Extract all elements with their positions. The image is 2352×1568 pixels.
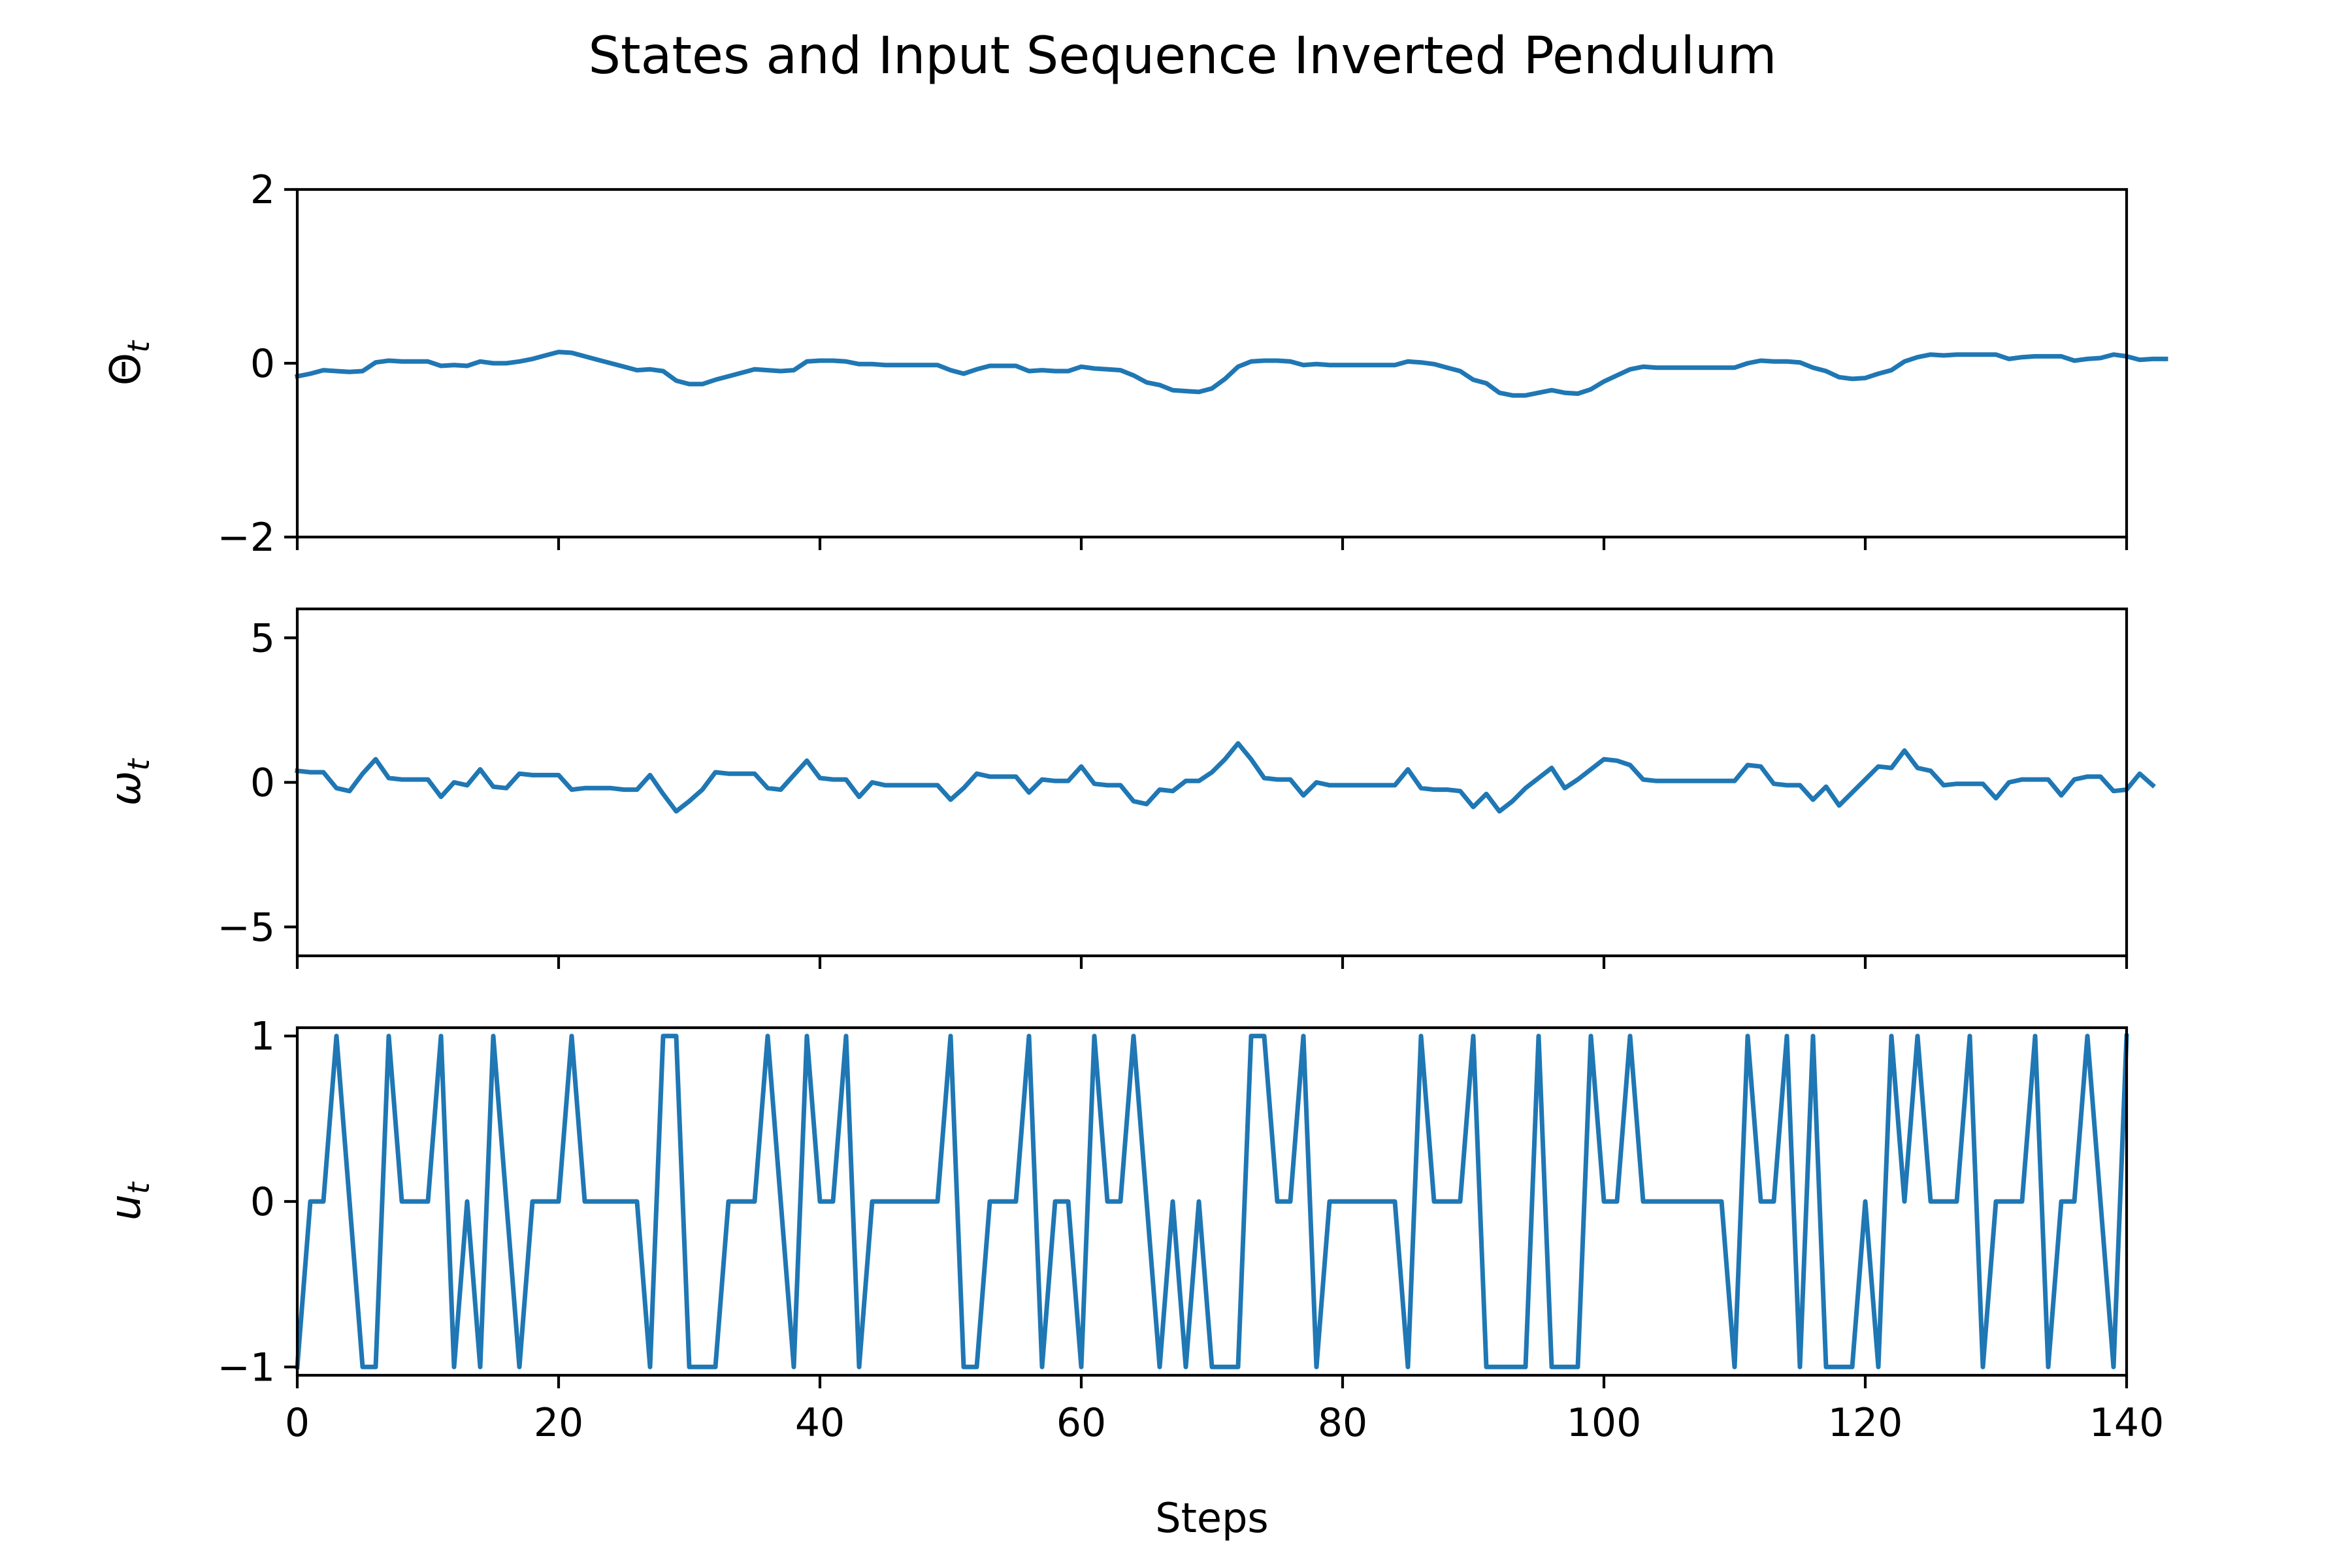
y-tick-label-omega: −5	[218, 905, 275, 951]
y-tick-label-input: −1	[218, 1345, 275, 1390]
x-axis-label: Steps	[1155, 1494, 1268, 1542]
series-line-omega	[295, 741, 2156, 814]
y-axis-label-subscript: t	[121, 758, 156, 771]
y-tick-label-input: 0	[250, 1179, 275, 1225]
series-line-input	[295, 1034, 2129, 1370]
y-tick-label-theta: 2	[250, 167, 275, 213]
x-tick-label: 60	[1056, 1400, 1106, 1446]
x-tick-label: 100	[1567, 1400, 1642, 1446]
y-axis-label-omega: ωt	[102, 758, 156, 806]
axes-frame-omega	[295, 607, 2129, 958]
y-axis-label-subscript: t	[121, 340, 156, 353]
x-tick-label: 80	[1318, 1400, 1367, 1446]
x-tick-label: 120	[1828, 1400, 1903, 1446]
series-line-theta	[294, 350, 2168, 398]
subplot-theta: 2 0 −2 Θt	[102, 167, 2168, 561]
y-tick-label-input: 1	[250, 1014, 275, 1060]
chart-title: States and Input Sequence Inverted Pendu…	[589, 27, 1777, 86]
y-axis-label-symbol: Θ	[102, 353, 150, 385]
y-tick-label-theta: 0	[250, 341, 275, 387]
x-tick-label: 0	[285, 1400, 310, 1446]
subplot-input: 1 0 −1 ut	[102, 1014, 2129, 1390]
x-tick-label: 20	[534, 1400, 583, 1446]
x-tick-label: 140	[2089, 1400, 2164, 1446]
x-tick-label: 40	[795, 1400, 845, 1446]
y-axis-label-input: ut	[102, 1181, 156, 1221]
axes-frame-input	[295, 1026, 2129, 1377]
axes-frame-theta	[295, 188, 2129, 539]
x-tick-labels: 0 20 40 60 80 100 120 140	[285, 1400, 2164, 1446]
y-axis-label-symbol: u	[102, 1194, 150, 1221]
y-axis-label-subscript: t	[121, 1181, 156, 1194]
y-tick-label-omega: 5	[250, 615, 275, 661]
y-tick-label-theta: −2	[218, 515, 275, 561]
y-tick-label-omega: 0	[250, 760, 275, 806]
subplot-omega: 5 0 −5 ωt	[102, 607, 2156, 969]
y-axis-label-symbol: ω	[102, 771, 150, 806]
y-axis-label-theta: Θt	[102, 340, 156, 385]
